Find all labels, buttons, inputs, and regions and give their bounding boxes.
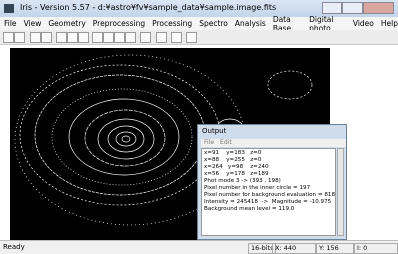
toolbar-button[interactable] (171, 32, 182, 43)
window-controls (322, 2, 394, 14)
toolbar-button[interactable] (14, 32, 25, 43)
output-line: x=264 y=98 z=240 (204, 164, 333, 171)
minimize-button[interactable] (322, 2, 342, 14)
toolbar-button[interactable] (78, 32, 89, 43)
output-line: Background mean level = 119.0 (204, 206, 333, 213)
toolbar-button[interactable] (3, 32, 14, 43)
menu-item[interactable]: File (4, 19, 17, 28)
output-menu-item[interactable]: Edit (220, 139, 232, 147)
scrollbar[interactable] (337, 148, 344, 236)
output-line: Phot mode 3 -> (393 , 198) (204, 178, 333, 185)
status-i: I: 0 (354, 243, 398, 254)
window-title: Iris - Version 5.57 - d:¥astro¥fv¥sample… (20, 3, 276, 12)
output-line: x=88 y=255 z=0 (204, 157, 333, 164)
status-text: Ready (3, 243, 25, 251)
output-title: Output (202, 127, 226, 135)
toolbar-button[interactable] (41, 32, 52, 43)
output-line: Intensity = 245418 -> Magnitude = -10.97… (204, 199, 333, 206)
menu-item[interactable]: Analysis (235, 19, 266, 28)
app-icon (4, 4, 14, 13)
output-line: Pixel number in the inner circle = 197 (204, 185, 333, 192)
toolbar-button[interactable] (114, 32, 125, 43)
menu-item[interactable]: Video (353, 19, 374, 28)
toolbar-button[interactable] (103, 32, 114, 43)
close-button[interactable] (363, 2, 394, 14)
toolbar-button[interactable] (140, 32, 151, 43)
output-line: Pixel number for background evaluation =… (204, 192, 333, 199)
status-x: X: 440 (272, 243, 316, 254)
menu-item[interactable]: View (24, 19, 42, 28)
toolbar-button[interactable] (186, 32, 197, 43)
status-bar: Ready 16-bits X: 440 Y: 156 I: 0 (0, 240, 398, 254)
output-menu: File Edit (201, 139, 346, 147)
menu-item[interactable]: Spectro (199, 19, 228, 28)
page: Iris - Version 5.57 - d:¥astro¥fv¥sample… (0, 0, 398, 253)
toolbar-button[interactable] (156, 32, 167, 43)
toolbar (0, 30, 398, 45)
toolbar-button[interactable] (56, 32, 67, 43)
maximize-button[interactable] (342, 2, 362, 14)
toolbar-button[interactable] (125, 32, 136, 43)
menu-item[interactable]: Help (381, 19, 398, 28)
output-line: x=91 y=183 z=0 (204, 150, 333, 157)
toolbar-button[interactable] (92, 32, 103, 43)
menu-item[interactable]: Processing (152, 19, 192, 28)
toolbar-button[interactable] (67, 32, 78, 43)
output-line: x=56 y=178 z=189 (204, 171, 333, 178)
menu-bar: File View Geometry Preprocessing Processing S… (0, 17, 398, 30)
status-y: Y: 156 (316, 243, 354, 254)
toolbar-button[interactable] (30, 32, 41, 43)
menu-item[interactable]: Preprocessing (93, 19, 145, 28)
menu-item[interactable]: Geometry (48, 19, 85, 28)
output-menu-item[interactable]: File (204, 139, 214, 147)
